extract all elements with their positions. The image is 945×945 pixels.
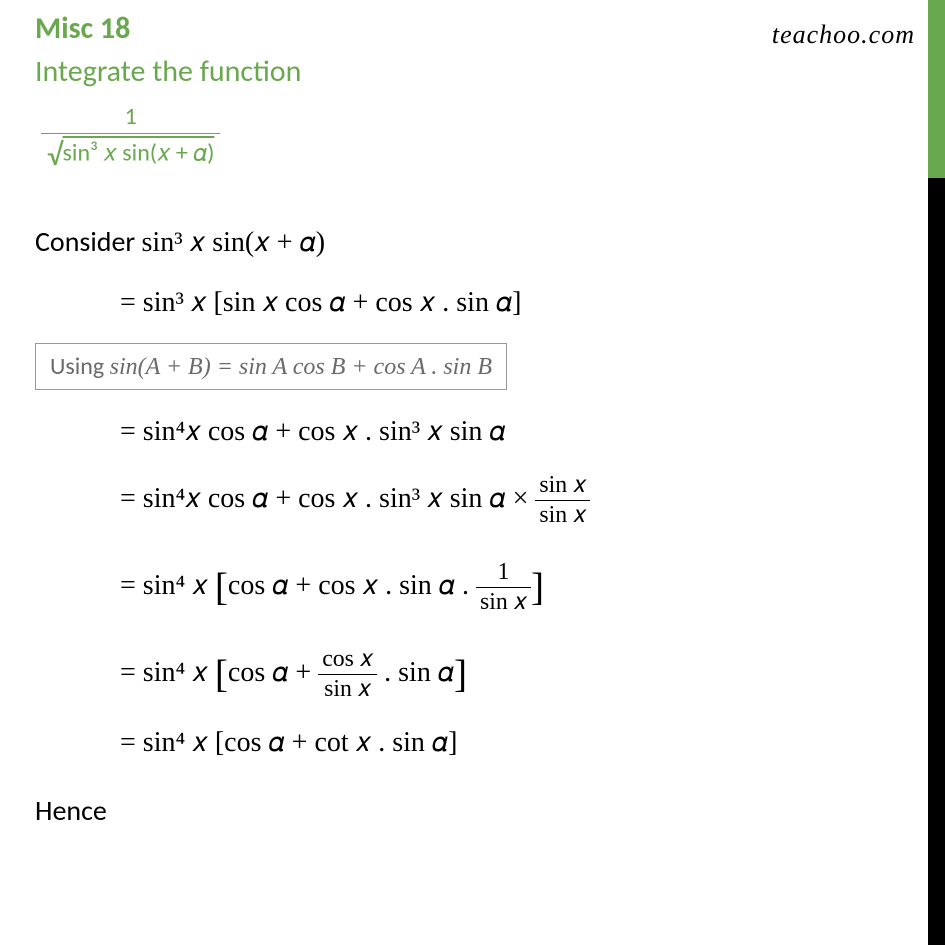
- identity-box: Using sin(A + B) = sin A cos B + cos A .…: [35, 343, 507, 390]
- step-5: = sin⁴ 𝑥 [cos 𝛼 + cos 𝑥 sin 𝑥 . sin 𝛼]: [120, 646, 905, 703]
- hence-label: Hence: [35, 793, 905, 828]
- problem-expression: 1 √sin³ 𝑥 sin(𝑥 + 𝛼): [41, 102, 905, 174]
- integral-denominator: √sin³ 𝑥 sin(𝑥 + 𝛼): [41, 134, 220, 174]
- integral-numerator: 1: [41, 102, 220, 134]
- problem-instruction: Integrate the function: [35, 53, 905, 90]
- step-2: = sin⁴𝑥 cos 𝛼 + cos 𝑥 . sin³ 𝑥 sin 𝛼: [120, 416, 905, 448]
- watermark: teachoo.com: [772, 20, 915, 50]
- step-4: = sin⁴ 𝑥 [cos 𝛼 + cos 𝑥 . sin 𝛼 . 1 sin …: [120, 559, 905, 616]
- step-6: = sin⁴ 𝑥 [cos 𝛼 + cot 𝑥 . sin 𝛼]: [120, 727, 905, 759]
- consider-line: Consider sin³ 𝑥 sin(𝑥 + 𝛼): [35, 224, 905, 259]
- border-accent-bottom: [928, 178, 945, 945]
- step-1: = sin³ 𝑥 [sin 𝑥 cos 𝛼 + cos 𝑥 . sin 𝛼]: [120, 287, 905, 319]
- border-accent-top: [928, 0, 945, 178]
- main-content: Misc 18 Integrate the function 1 √sin³ 𝑥…: [0, 0, 945, 838]
- step-3: = sin⁴𝑥 cos 𝛼 + cos 𝑥 . sin³ 𝑥 sin 𝛼 × s…: [120, 472, 905, 529]
